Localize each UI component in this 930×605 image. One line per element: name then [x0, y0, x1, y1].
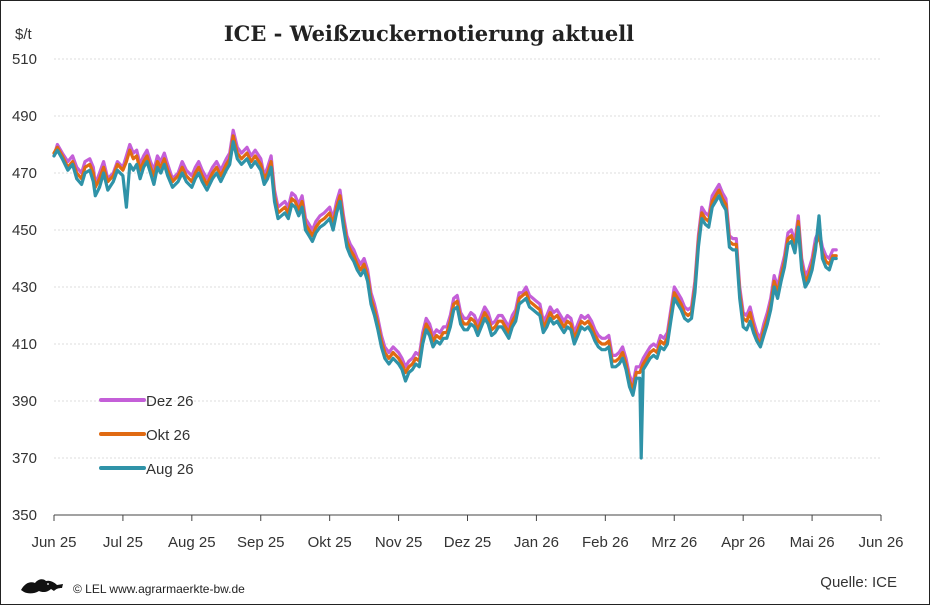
x-tick-label: Jun 26	[858, 534, 903, 551]
y-tick-label: 350	[12, 507, 37, 524]
x-tick-label: Jan 26	[514, 534, 559, 551]
series-lines	[52, 128, 838, 460]
x-tick-label: Dez 25	[444, 534, 492, 551]
legend-label: Aug 26	[146, 461, 194, 478]
chart-title: ICE - Weißzuckernotierung aktuell	[224, 21, 634, 46]
legend-label: Okt 26	[146, 427, 190, 444]
x-tick-label: Aug 25	[168, 534, 216, 551]
x-tick-label: Feb 26	[582, 534, 629, 551]
series-line-okt-26	[52, 134, 838, 392]
y-axis-unit: $/t	[15, 26, 33, 43]
y-tick-label: 450	[12, 222, 37, 239]
y-tick-label: 370	[12, 450, 37, 467]
lion-logo-icon	[21, 579, 63, 594]
x-tick-label: Jul 25	[103, 534, 143, 551]
y-axis-ticks: 350 370 390 410 430 450 470 490 510	[12, 51, 37, 524]
y-tick-label: 470	[12, 165, 37, 182]
x-axis: Jun 25 Jul 25 Aug 25 Sep 25 Okt 25 Nov 25 Dez …	[31, 514, 904, 551]
x-tick-label: Jun 25	[31, 534, 76, 551]
series-line-dez-26	[52, 128, 838, 386]
y-tick-label: 430	[12, 279, 37, 296]
series-line-aug-26	[52, 140, 838, 460]
footer-credit: © LEL www.agrarmaerkte-bw.de	[73, 582, 245, 596]
legend: Dez 26 Okt 26 Aug 26	[99, 393, 194, 478]
y-tick-label: 490	[12, 108, 37, 125]
x-tick-label: Okt 25	[308, 534, 352, 551]
x-tick-label: Apr 26	[721, 534, 765, 551]
x-tick-label: Mrz 26	[651, 534, 697, 551]
y-tick-label: 410	[12, 336, 37, 353]
y-tick-label: 390	[12, 393, 37, 410]
footer-source: Quelle: ICE	[820, 574, 897, 591]
legend-label: Dez 26	[146, 393, 194, 410]
x-tick-label: Mai 26	[790, 534, 835, 551]
x-tick-label: Nov 25	[375, 534, 423, 551]
x-tick-label: Sep 25	[237, 534, 285, 551]
y-tick-label: 510	[12, 51, 37, 68]
